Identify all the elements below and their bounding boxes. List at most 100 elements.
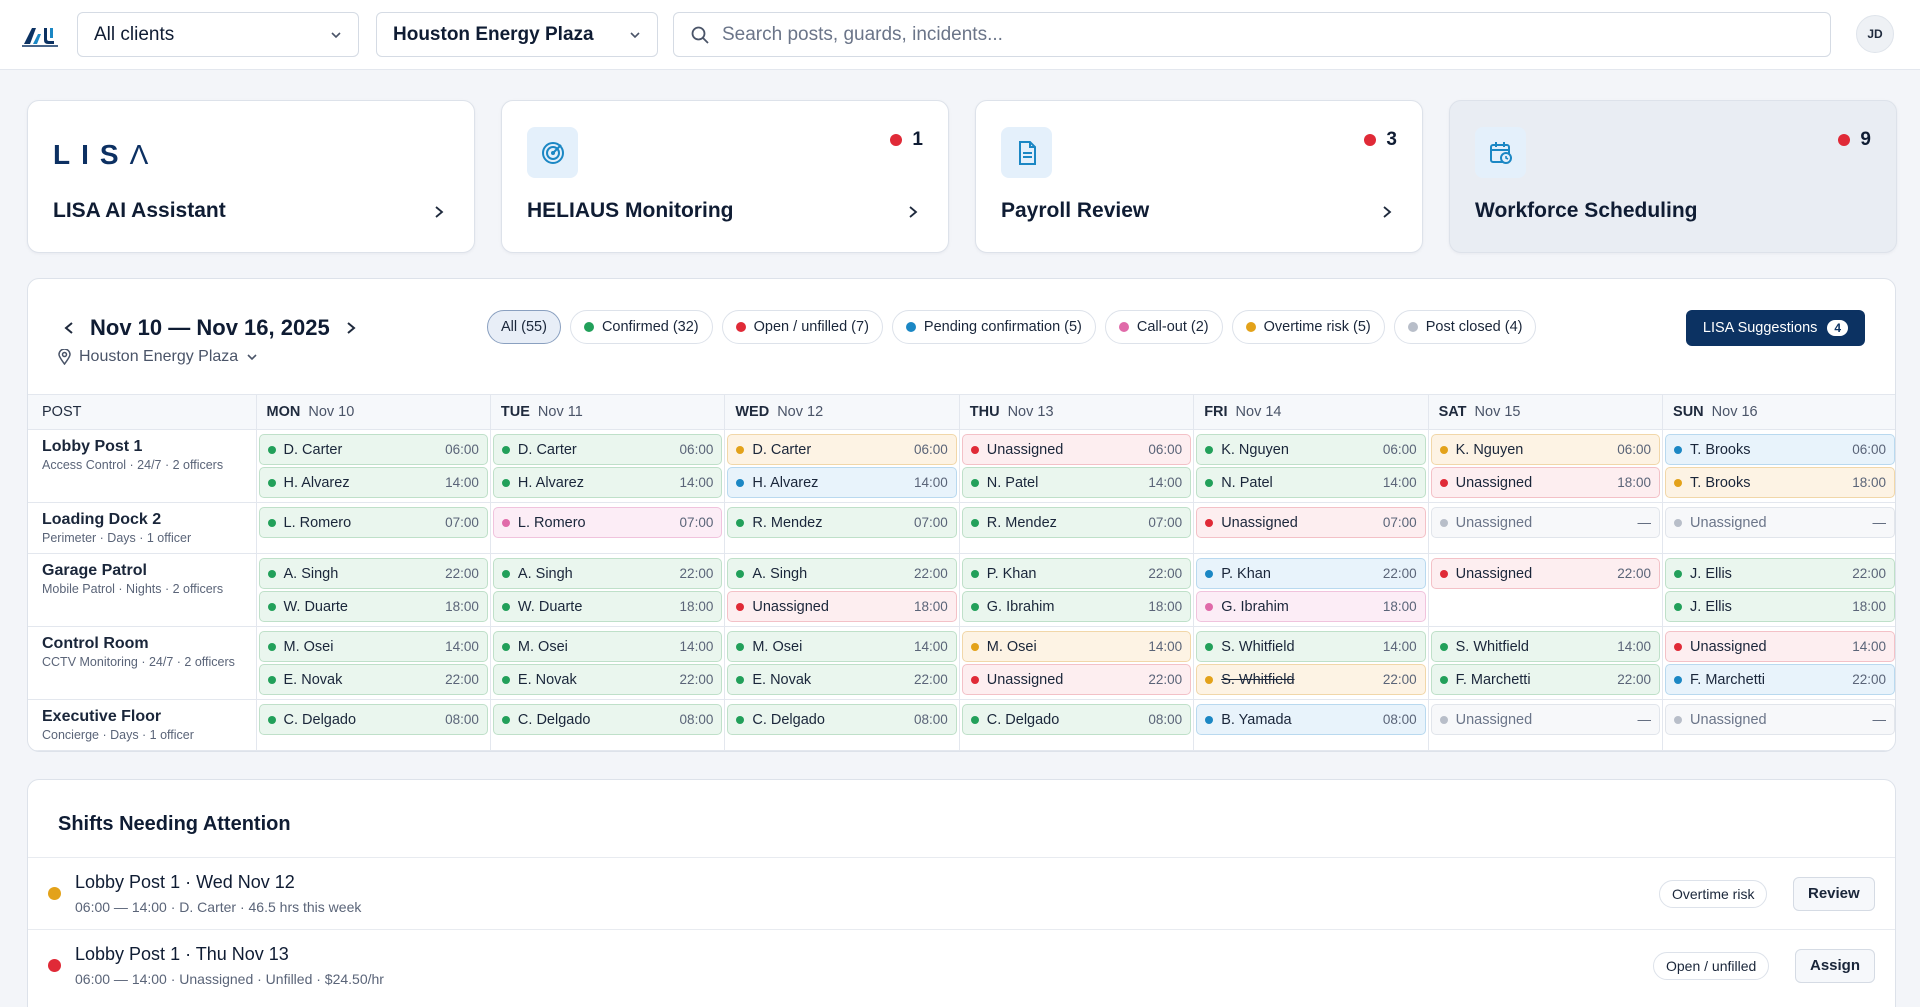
shift-block[interactable]: Unassigned 22:00 xyxy=(1430,558,1661,589)
column-header-day: SUN Nov 16 xyxy=(1662,394,1895,430)
shift-block[interactable]: P. Khan 22:00 xyxy=(961,558,1192,589)
app-logo[interactable] xyxy=(20,20,60,50)
filter-chip[interactable]: Pending confirmation (5) xyxy=(891,310,1096,344)
day-cell: D. Carter 06:00 H. Alvarez 14:00 xyxy=(255,429,491,503)
shift-block[interactable]: B. Yamada 08:00 xyxy=(1196,704,1426,735)
guard-name: F. Marchetti xyxy=(1690,671,1765,688)
map-pin-icon xyxy=(58,349,71,365)
shift-block[interactable]: J. Ellis 18:00 xyxy=(1665,591,1895,622)
shift-block[interactable]: Unassigned 18:00 xyxy=(727,591,957,622)
shift-block[interactable]: A. Singh 22:00 xyxy=(258,558,488,589)
location-picker[interactable]: Houston Energy Plaza xyxy=(58,348,258,366)
shift-block[interactable]: E. Novak 22:00 xyxy=(258,664,488,695)
card-payroll-review[interactable]: 3 Payroll Review xyxy=(975,100,1423,253)
attention-row[interactable]: Lobby Post 1 · Wed Nov 12 06:00 — 14:00 … xyxy=(28,857,1895,929)
shift-block[interactable]: L. Romero 07:00 xyxy=(258,507,488,538)
shift-block[interactable]: S. Whitfield 22:00 xyxy=(1196,664,1426,695)
prev-week-button[interactable] xyxy=(58,317,80,339)
guard-name: A. Singh xyxy=(517,565,573,582)
shift-block[interactable]: G. Ibrahim 18:00 xyxy=(961,591,1192,622)
shift-block[interactable]: P. Khan 22:00 xyxy=(1196,558,1426,589)
site-select[interactable]: Houston Energy Plaza xyxy=(376,12,658,57)
search-input[interactable] xyxy=(722,23,1802,46)
shift-block[interactable]: R. Mendez 07:00 xyxy=(727,507,957,538)
assign-button[interactable]: Assign xyxy=(1795,948,1876,983)
chevron-right-icon xyxy=(435,206,444,218)
lisa-suggestions-button[interactable]: LISA Suggestions 4 xyxy=(1686,310,1865,346)
shift-block[interactable]: H. Alvarez 14:00 xyxy=(492,467,723,498)
guard-name: C. Delgado xyxy=(283,711,357,728)
shift-block[interactable]: Unassigned 22:00 xyxy=(961,664,1192,695)
shift-block[interactable]: D. Carter 06:00 xyxy=(258,434,488,465)
shift-block[interactable]: Unassigned — xyxy=(1665,704,1895,735)
shift-block[interactable]: N. Patel 14:00 xyxy=(1196,467,1426,498)
shift-block[interactable]: D. Carter 06:00 xyxy=(727,434,957,465)
shift-block[interactable]: C. Delgado 08:00 xyxy=(727,704,957,735)
user-avatar[interactable]: JD xyxy=(1856,15,1894,53)
shift-block[interactable]: Unassigned 14:00 xyxy=(1665,631,1895,662)
shift-block[interactable]: Unassigned — xyxy=(1430,507,1661,538)
shift-block[interactable]: T. Brooks 06:00 xyxy=(1665,434,1895,465)
shift-block[interactable]: A. Singh 22:00 xyxy=(492,558,723,589)
empty-slot xyxy=(1431,591,1660,622)
day-label: WED xyxy=(735,404,770,420)
shift-block[interactable]: S. Whitfield 14:00 xyxy=(1430,631,1661,662)
filter-chip[interactable]: Post closed (4) xyxy=(1393,310,1537,344)
shift-block[interactable]: L. Romero 07:00 xyxy=(492,507,723,538)
day-cell: Unassigned 07:00 xyxy=(1193,502,1429,554)
shift-block[interactable]: W. Duarte 18:00 xyxy=(258,591,488,622)
shift-block[interactable]: A. Singh 22:00 xyxy=(727,558,957,589)
next-week-button[interactable] xyxy=(340,317,362,339)
filter-chip[interactable]: Overtime risk (5) xyxy=(1231,310,1385,344)
day-cell: C. Delgado 08:00 xyxy=(489,699,725,751)
shift-block[interactable]: D. Carter 06:00 xyxy=(492,434,723,465)
shift-time: 14:00 xyxy=(679,639,714,654)
guard-name: E. Novak xyxy=(752,671,812,688)
shift-block[interactable]: H. Alvarez 14:00 xyxy=(258,467,488,498)
attention-row[interactable]: Lobby Post 1 · Thu Nov 13 06:00 — 14:00 … xyxy=(28,929,1895,1001)
filter-chip[interactable]: Open / unfilled (7) xyxy=(721,310,883,344)
card-lisa-assistant[interactable]: LISΛ LISA AI Assistant xyxy=(27,100,475,253)
shift-block[interactable]: J. Ellis 22:00 xyxy=(1665,558,1895,589)
shift-block[interactable]: Unassigned 07:00 xyxy=(1196,507,1426,538)
shift-block[interactable]: G. Ibrahim 18:00 xyxy=(1196,591,1426,622)
shift-block[interactable]: E. Novak 22:00 xyxy=(492,664,723,695)
shift-time: 22:00 xyxy=(1148,672,1183,687)
review-button[interactable]: Review xyxy=(1793,876,1875,911)
shift-block[interactable]: F. Marchetti 22:00 xyxy=(1430,664,1661,695)
filter-chip[interactable]: All (55) xyxy=(487,310,561,344)
shift-block[interactable]: K. Nguyen 06:00 xyxy=(1196,434,1426,465)
section-title: Shifts Needing Attention xyxy=(58,813,291,835)
guard-name: D. Carter xyxy=(283,441,343,458)
shift-block[interactable]: K. Nguyen 06:00 xyxy=(1430,434,1661,465)
guard-name: G. Ibrahim xyxy=(1221,598,1289,615)
shift-block[interactable]: C. Delgado 08:00 xyxy=(961,704,1192,735)
shift-block[interactable]: R. Mendez 07:00 xyxy=(961,507,1192,538)
shift-block[interactable]: Unassigned 06:00 xyxy=(961,434,1192,465)
shift-block[interactable]: T. Brooks 18:00 xyxy=(1665,467,1895,498)
shift-block[interactable]: W. Duarte 18:00 xyxy=(492,591,723,622)
shift-block[interactable]: M. Osei 14:00 xyxy=(961,631,1192,662)
shift-block[interactable]: M. Osei 14:00 xyxy=(258,631,488,662)
shift-block[interactable]: Unassigned — xyxy=(1430,704,1661,735)
status-filters: All (55) Confirmed (32) Open / unfilled (7… xyxy=(487,310,1537,344)
shift-block[interactable]: C. Delgado 08:00 xyxy=(258,704,488,735)
shift-block[interactable]: Unassigned — xyxy=(1665,507,1895,538)
shift-block[interactable]: F. Marchetti 22:00 xyxy=(1665,664,1895,695)
shift-block[interactable]: E. Novak 22:00 xyxy=(727,664,957,695)
search-box[interactable] xyxy=(673,12,1831,57)
shift-block[interactable]: M. Osei 14:00 xyxy=(492,631,723,662)
filter-chip[interactable]: Confirmed (32) xyxy=(569,310,713,344)
card-heliaus-monitoring[interactable]: 1 HELIAUS Monitoring xyxy=(501,100,949,253)
shift-block[interactable]: Unassigned 18:00 xyxy=(1430,467,1661,498)
shift-block[interactable]: M. Osei 14:00 xyxy=(727,631,957,662)
client-select[interactable]: All clients xyxy=(77,12,359,57)
filter-chip[interactable]: Call-out (2) xyxy=(1104,310,1223,344)
status-dot xyxy=(736,478,745,487)
card-workforce-scheduling[interactable]: 9 Workforce Scheduling xyxy=(1449,100,1897,253)
shift-block[interactable]: H. Alvarez 14:00 xyxy=(727,467,957,498)
shift-block[interactable]: C. Delgado 08:00 xyxy=(492,704,723,735)
shift-block[interactable]: S. Whitfield 14:00 xyxy=(1196,631,1426,662)
status-tag: Overtime risk xyxy=(1659,879,1768,908)
shift-block[interactable]: N. Patel 14:00 xyxy=(961,467,1192,498)
